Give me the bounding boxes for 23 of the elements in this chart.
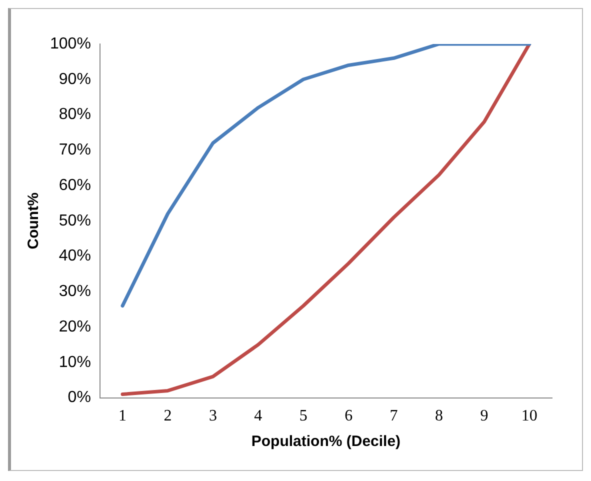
y-tick-label: 80% — [58, 106, 91, 124]
x-tick-label: 9 — [480, 408, 488, 425]
y-tick-label: 20% — [58, 318, 91, 336]
x-tick-label: 6 — [344, 408, 353, 425]
x-tick-label: 4 — [254, 408, 262, 425]
y-tick-label: 0% — [68, 389, 91, 406]
y-tick-label: 10% — [58, 354, 91, 371]
x-tick-label: 8 — [434, 408, 443, 425]
x-tick-label: 5 — [299, 408, 308, 425]
y-tick-label: 50% — [58, 212, 91, 230]
y-tick-label: 40% — [58, 248, 91, 265]
y-tick-label: 90% — [58, 70, 91, 88]
x-tick-label: 1 — [118, 408, 127, 425]
x-tick-label: 10 — [521, 408, 538, 425]
y-tick-label: 60% — [58, 176, 91, 194]
x-tick-label: 2 — [164, 408, 172, 425]
y-tick-label: 100% — [50, 35, 91, 52]
x-tick-label: 3 — [208, 408, 217, 425]
x-axis-title: Population% (Decile) — [251, 433, 401, 450]
y-tick-label: 30% — [58, 283, 91, 300]
y-tick-label: 70% — [58, 142, 91, 159]
y-axis-title: Count% — [25, 192, 42, 250]
x-tick-label: 7 — [390, 408, 398, 425]
